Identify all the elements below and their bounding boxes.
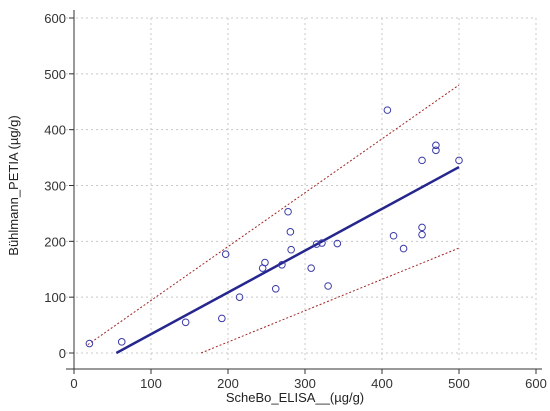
data-point (85, 339, 94, 348)
y-tick-label: 500 (44, 67, 66, 82)
y-tick-label: 600 (44, 11, 66, 26)
data-point (455, 156, 463, 165)
data-point (218, 314, 226, 323)
axes (66, 10, 542, 374)
y-tick-label: 0 (59, 346, 66, 361)
data-point (399, 244, 408, 253)
x-tick-label: 600 (525, 376, 547, 391)
x-tick-label: 0 (70, 376, 77, 391)
data-points (85, 106, 463, 348)
regression-line (115, 165, 460, 355)
grid (66, 17, 537, 361)
data-point (284, 207, 292, 216)
prediction-upper-line (87, 84, 460, 346)
data-point (221, 250, 230, 258)
data-point (278, 260, 286, 269)
data-point (418, 156, 426, 165)
y-tick-label: 400 (44, 123, 66, 138)
data-point (418, 230, 426, 239)
x-tick-label: 300 (294, 376, 316, 391)
x-tick-label: 500 (448, 376, 470, 391)
data-point (286, 228, 295, 236)
y-tick-label: 200 (44, 234, 66, 249)
data-point (307, 264, 315, 272)
data-point (432, 146, 440, 155)
data-point (312, 240, 321, 248)
x-tick-label: 200 (217, 376, 239, 391)
x-tick-label: 400 (371, 376, 393, 391)
data-point (383, 106, 392, 114)
data-point (318, 239, 326, 247)
data-point (235, 293, 244, 301)
data-point (117, 338, 126, 346)
prediction-lower-line (200, 247, 460, 354)
data-point (261, 258, 269, 267)
x-tick-label: 100 (140, 376, 162, 391)
data-point (432, 141, 440, 150)
y-tick-label: 100 (44, 290, 66, 305)
tick-labels: 0 100 200 300 400 500 600 0 100 200 300 400 500 600 (44, 11, 547, 391)
data-point (389, 231, 398, 240)
data-point (181, 318, 190, 327)
y-axis-title: Bühlmann_PETIA (µg/g) (6, 115, 21, 255)
data-point (271, 284, 280, 293)
data-point (287, 245, 295, 254)
data-point (324, 282, 332, 290)
data-point (333, 239, 342, 248)
x-axis-title: ScheBo_ELISA__(µg/g) (226, 390, 364, 405)
fit-lines (87, 84, 460, 355)
data-point (418, 223, 426, 232)
y-tick-label: 300 (44, 179, 66, 194)
